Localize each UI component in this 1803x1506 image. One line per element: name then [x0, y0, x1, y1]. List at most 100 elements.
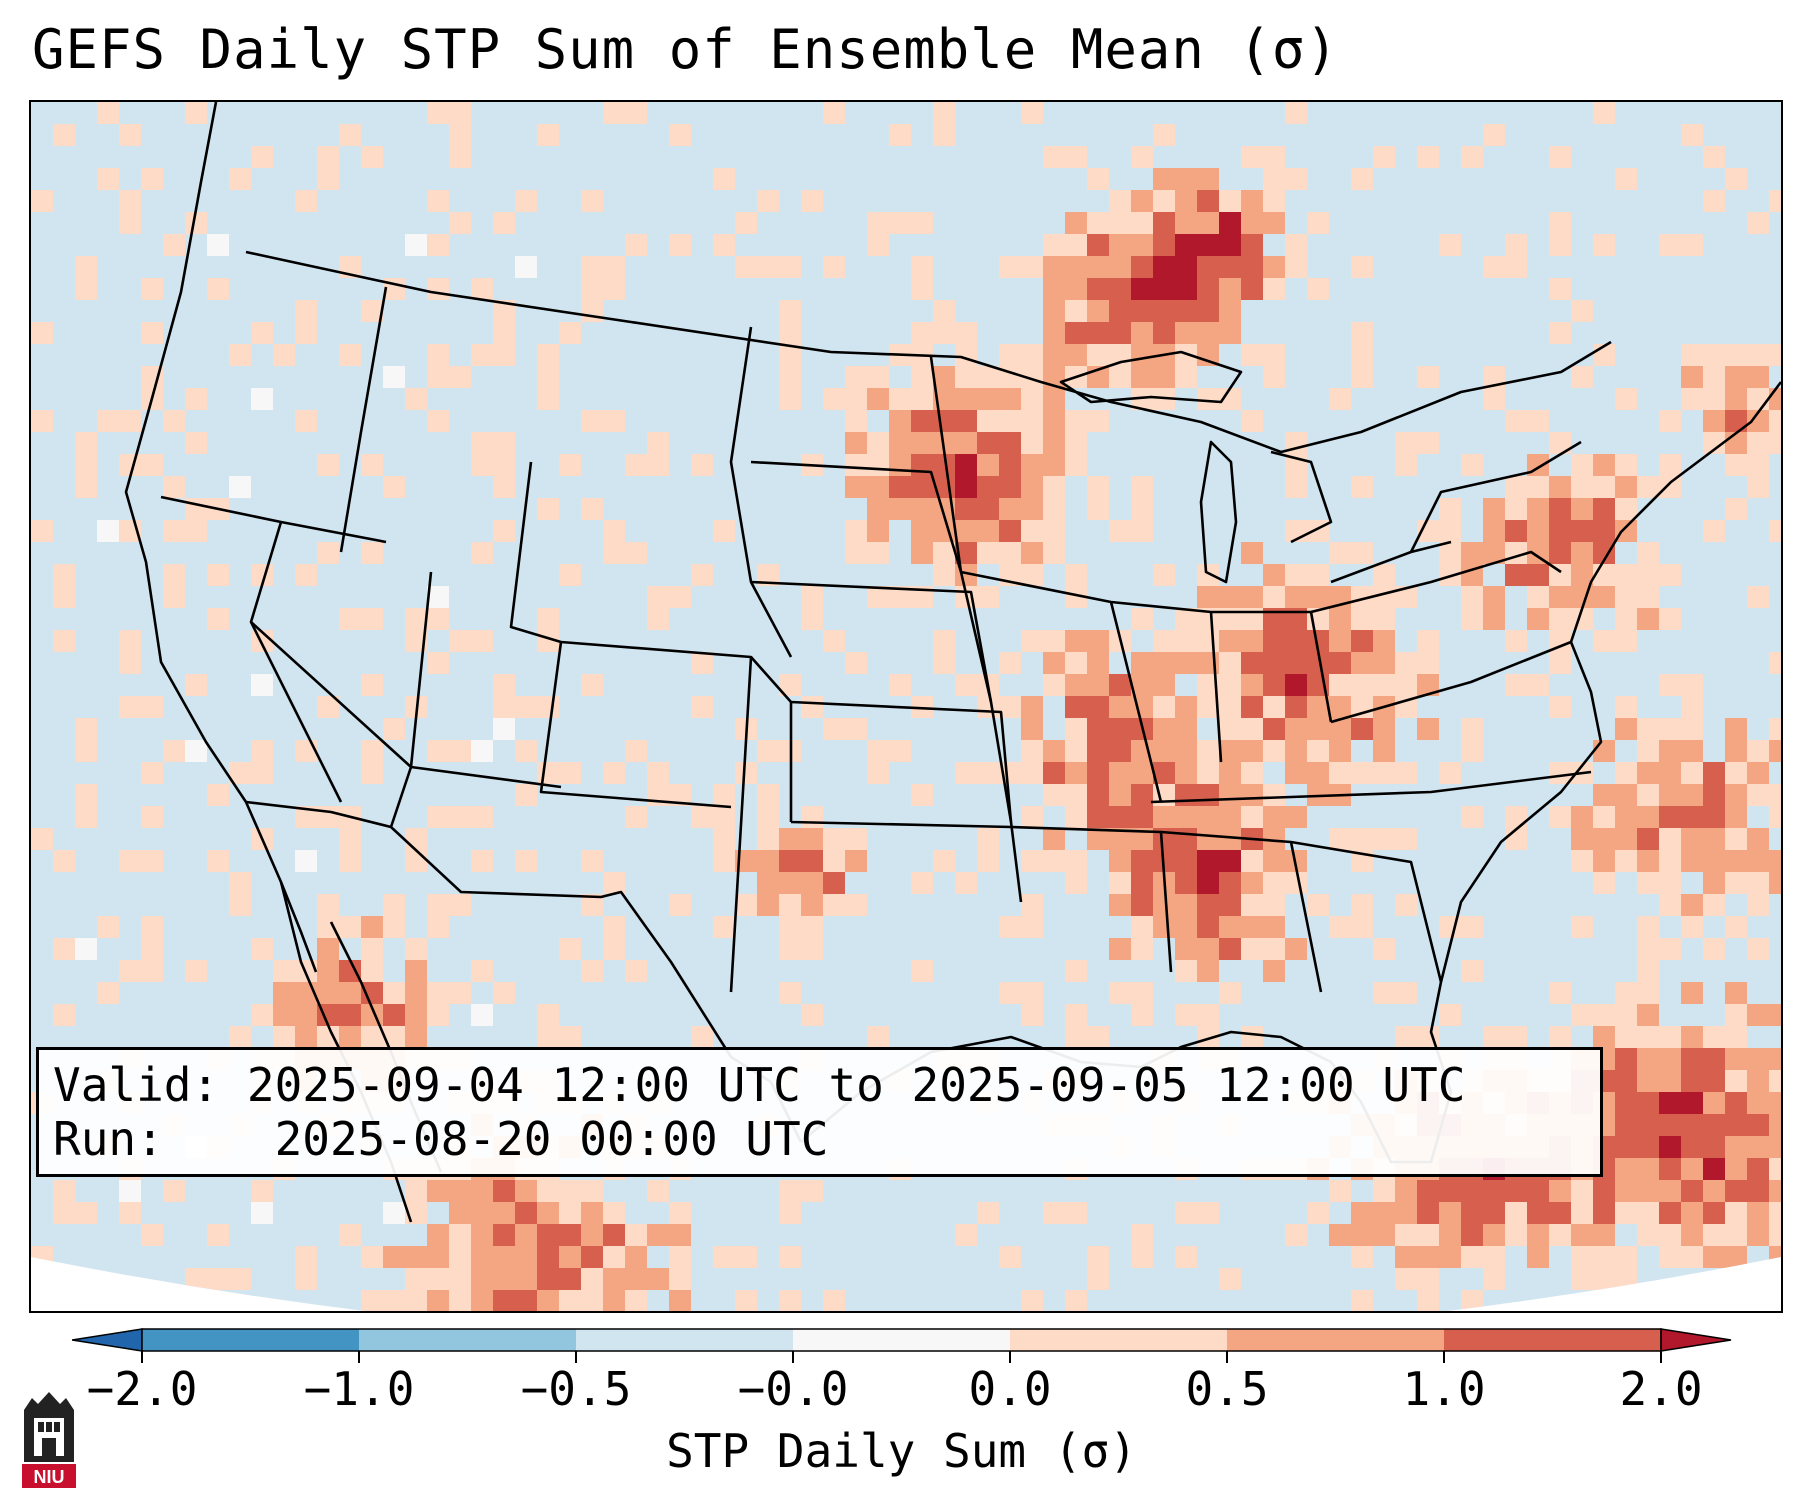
great-lakes-superior: [1059, 350, 1243, 404]
stp-grid-cell: [1131, 894, 1153, 916]
stp-grid-cell: [779, 344, 801, 366]
stp-grid-cell: [977, 828, 999, 850]
stp-grid-cell: [75, 806, 97, 828]
stp-grid-cell: [493, 982, 515, 1004]
stp-grid-cell: [75, 718, 97, 740]
stp-grid-cell: [1131, 366, 1153, 388]
stp-grid-cell: [1747, 432, 1769, 454]
stp-grid-cell: [1021, 1004, 1043, 1026]
stp-grid-cell: [1043, 652, 1065, 674]
stp-grid-cell: [1351, 718, 1373, 740]
stp-grid-cell: [1549, 476, 1571, 498]
stp-grid-cell: [779, 674, 801, 696]
stp-grid-cell: [295, 564, 317, 586]
stp-grid-cell: [1417, 366, 1439, 388]
stp-grid-cell: [1505, 828, 1527, 850]
stp-grid-cell: [1307, 652, 1329, 674]
stp-grid-cell: [1769, 1070, 1781, 1092]
stp-grid-cell: [1197, 256, 1219, 278]
stp-grid-cell: [845, 366, 867, 388]
stp-grid-cell: [1681, 344, 1703, 366]
stp-grid-cell: [1747, 1114, 1769, 1136]
stp-grid-cell: [537, 124, 559, 146]
stp-grid-cell: [185, 520, 207, 542]
stp-grid-cell: [1659, 1224, 1681, 1246]
stp-grid-cell: [1593, 1224, 1615, 1246]
stp-grid-cell: [867, 498, 889, 520]
stp-grid-cell: [647, 1224, 669, 1246]
stp-grid-cell: [1263, 146, 1285, 168]
stp-grid-cell: [1461, 1202, 1483, 1224]
stp-grid-cell: [1571, 1268, 1593, 1290]
stp-grid-cell: [1549, 432, 1571, 454]
stp-grid-cell: [1769, 1224, 1781, 1246]
stp-grid-cell: [1703, 1246, 1725, 1268]
stp-grid-cell: [801, 850, 823, 872]
stp-grid-cell: [1219, 762, 1241, 784]
stp-grid-cell: [1175, 784, 1197, 806]
stp-grid-cell: [1175, 696, 1197, 718]
stp-grid-cell: [669, 1290, 691, 1311]
stp-grid-cell: [779, 256, 801, 278]
stp-grid-cell: [251, 388, 273, 410]
stp-grid-cell: [427, 1004, 449, 1026]
stp-grid-cell: [1351, 1224, 1373, 1246]
stp-grid-cell: [1065, 322, 1087, 344]
stp-grid-cell: [1241, 938, 1263, 960]
stp-grid-cell: [1307, 586, 1329, 608]
stp-grid-cell: [75, 278, 97, 300]
stp-grid-cell: [515, 696, 537, 718]
stp-grid-cell: [1483, 1268, 1505, 1290]
stp-grid-cell: [1065, 784, 1087, 806]
stp-grid-cell: [1725, 1202, 1747, 1224]
stp-grid-cell: [1373, 608, 1395, 630]
stp-grid-cell: [1703, 1158, 1725, 1180]
stp-grid-cell: [1725, 1092, 1747, 1114]
stp-grid-cell: [757, 784, 779, 806]
stp-grid-cell: [911, 256, 933, 278]
stp-grid-cell: [1571, 498, 1593, 520]
stp-grid-cell: [559, 1026, 581, 1048]
stp-grid-cell: [757, 190, 779, 212]
stp-grid-cell: [603, 278, 625, 300]
stp-grid-cell: [1109, 718, 1131, 740]
stp-grid-cell: [1703, 1048, 1725, 1070]
stp-grid-cell: [1021, 476, 1043, 498]
stp-grid-cell: [97, 916, 119, 938]
stp-grid-cell: [471, 1268, 493, 1290]
stp-grid-cell: [581, 278, 603, 300]
stp-grid-cell: [1197, 190, 1219, 212]
stp-grid-cell: [1593, 1268, 1615, 1290]
stp-grid-cell: [1527, 520, 1549, 542]
stp-grid-cell: [1065, 344, 1087, 366]
stp-grid-cell: [1681, 234, 1703, 256]
stp-grid-cell: [581, 410, 603, 432]
stp-grid-cell: [1703, 784, 1725, 806]
stp-grid-cell: [119, 1180, 141, 1202]
stp-grid-cell: [1285, 1224, 1307, 1246]
stp-grid-cell: [449, 366, 471, 388]
stp-grid-cell: [1109, 806, 1131, 828]
stp-grid-cell: [1175, 234, 1197, 256]
stp-grid-cell: [1549, 234, 1571, 256]
stp-grid-cell: [559, 1268, 581, 1290]
stp-grid-cell: [1109, 982, 1131, 1004]
stp-grid-cell: [1549, 1180, 1571, 1202]
stp-grid-cell: [207, 784, 229, 806]
stp-grid-cell: [1351, 168, 1373, 190]
stp-grid-cell: [1725, 740, 1747, 762]
stp-grid-cell: [603, 1224, 625, 1246]
stp-grid-cell: [273, 344, 295, 366]
stp-grid-cell: [1637, 960, 1659, 982]
stp-grid-cell: [1087, 762, 1109, 784]
stp-grid-cell: [1527, 1202, 1549, 1224]
stp-grid-cell: [405, 608, 427, 630]
stp-grid-cell: [1307, 762, 1329, 784]
stp-grid-cell: [1439, 1004, 1461, 1026]
stp-grid-cell: [933, 410, 955, 432]
stp-grid-cell: [1307, 212, 1329, 234]
stp-grid-cell: [955, 542, 977, 564]
stp-grid-cell: [1131, 916, 1153, 938]
stp-grid-cell: [1065, 300, 1087, 322]
stp-grid-cell: [1153, 168, 1175, 190]
